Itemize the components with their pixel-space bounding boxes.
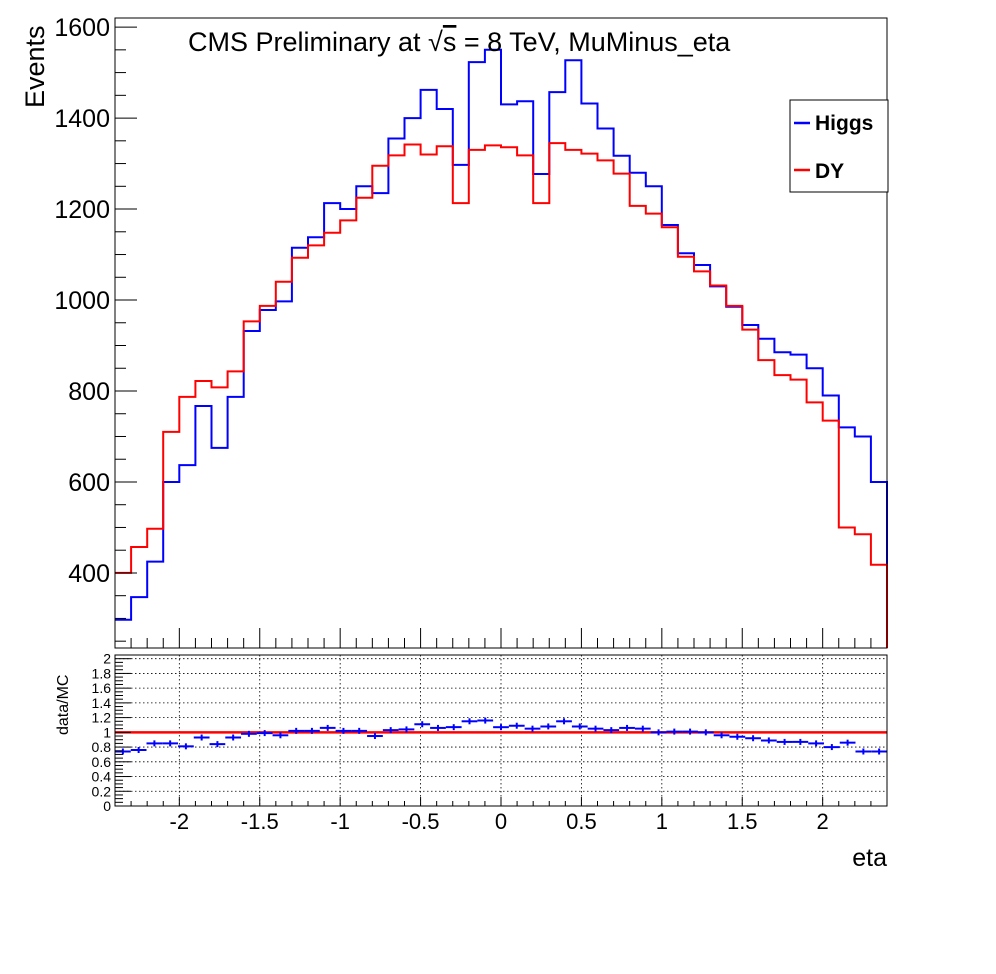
ratio-x-tick-label: 2 <box>817 809 829 834</box>
ratio-y-tick-label: 0.2 <box>92 783 112 799</box>
main-histogram-panel: 400 600 800 1000 1200 1400 1600 Events CMS Pre… <box>20 14 889 649</box>
chart-title: CMS Preliminary at √s = 8 TeV, MuMinus_e… <box>188 27 731 57</box>
ratio-y-tick-label: 0 <box>103 798 111 814</box>
ratio-y-tick-label: 1.8 <box>92 665 112 681</box>
ratio-x-tick-label: -2 <box>170 809 190 834</box>
ratio-x-tick-labels: -2 -1.5 -1 -0.5 0 0.5 1 1.5 2 <box>170 809 829 834</box>
ratio-x-tick-label: 1 <box>656 809 668 834</box>
ratio-points-group <box>115 717 887 755</box>
chart-title-suffix: = 8 TeV, MuMinus_eta <box>456 27 731 57</box>
main-y-tick-label: 400 <box>68 560 110 588</box>
ratio-y-tick-labels: 00.20.40.60.811.21.41.61.82 <box>92 651 112 814</box>
main-y-tick-label: 1200 <box>54 196 110 224</box>
chart-title-sqrt: √ <box>428 27 443 57</box>
ratio-y-tick-label: 1 <box>103 724 111 740</box>
main-y-axis-label: Events <box>20 25 50 108</box>
ratio-grid <box>115 655 887 806</box>
main-y-tick-label: 1600 <box>54 14 110 42</box>
main-y-tick-label: 600 <box>68 469 110 497</box>
legend-label-higgs: Higgs <box>815 112 873 135</box>
legend: Higgs DY <box>789 99 889 193</box>
ratio-y-tick-label: 0.8 <box>92 739 112 755</box>
ratio-y-tick-label: 0.4 <box>92 769 112 785</box>
legend-label-dy: DY <box>815 160 844 183</box>
ratio-x-tick-label: -1 <box>330 809 350 834</box>
ratio-x-tick-label: 0.5 <box>566 809 597 834</box>
ratio-x-tick-label: 1.5 <box>727 809 758 834</box>
ratio-x-tick-label: 0 <box>495 809 507 834</box>
ratio-y-tick-label: 2 <box>103 651 111 667</box>
main-frame <box>114 17 888 649</box>
ratio-panel: 00.20.40.60.811.21.41.61.82 -2 -1.5 -1 -0.5… <box>55 651 888 872</box>
main-y-tick-label: 800 <box>68 378 110 406</box>
ratio-tick-group <box>114 658 888 807</box>
main-series-group <box>115 48 888 648</box>
main-y-tick-labels: 400 600 800 1000 1200 1400 1600 <box>54 14 110 588</box>
chart-title-s: s <box>443 27 457 57</box>
ratio-y-tick-label: 1.4 <box>92 695 112 711</box>
ratio-frame <box>114 654 888 807</box>
ratio-y-tick-label: 0.6 <box>92 754 112 770</box>
chart-title-prefix: CMS Preliminary at <box>188 27 428 57</box>
main-y-tick-label: 1000 <box>54 287 110 315</box>
ratio-x-tick-label: -1.5 <box>241 809 279 834</box>
ratio-y-tick-label: 1.6 <box>92 680 112 696</box>
legend-box <box>789 99 889 193</box>
main-tick-group <box>114 26 888 648</box>
x-axis-label: eta <box>852 844 887 872</box>
histogram-series-higgs <box>115 48 888 648</box>
ratio-y-axis-label: data/MC <box>55 675 72 735</box>
main-y-tick-label: 1400 <box>54 105 110 133</box>
histogram-series-dy <box>115 142 888 648</box>
ratio-x-tick-label: -0.5 <box>402 809 440 834</box>
ratio-y-tick-label: 1.2 <box>92 710 112 726</box>
